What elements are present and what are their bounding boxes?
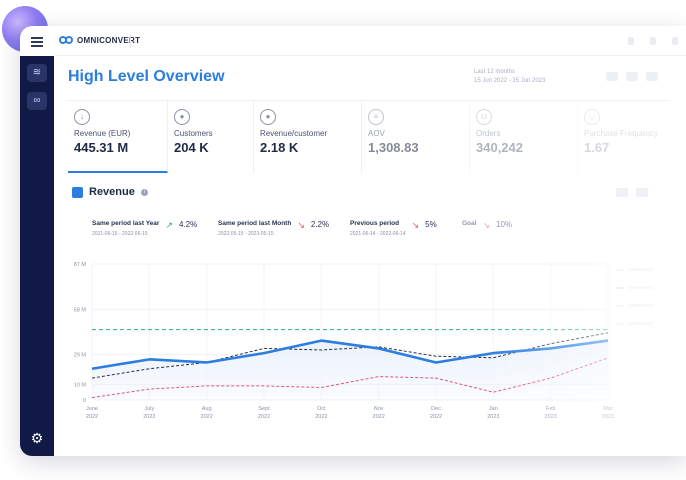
- kpi-revenue[interactable]: ↓ Revenue (EUR) 445.31 M: [68, 101, 168, 173]
- kpi-label: Purchase Frequency: [584, 129, 658, 138]
- revenue-square-icon: [72, 186, 83, 198]
- revenue-chart: 0 10 M 29 M 58 M 87 M June 2022 July 2022 Aug 2022…: [74, 262, 654, 420]
- gear-icon[interactable]: ⚙: [30, 430, 44, 446]
- date-range-value: 15 Jun 2022 - 15 Jun 2023: [474, 78, 546, 84]
- y-tick-label: 10 M: [74, 382, 87, 388]
- comparison-dates: 2021-06-14 - 2022-06-14: [350, 231, 406, 237]
- cart-icon: ⊔: [584, 109, 600, 125]
- legend-entry: [628, 304, 654, 307]
- comparison-goal[interactable]: Goal ↘ 10%: [462, 220, 512, 231]
- app-window: ≋ ∞ ⚙ OMNICONVERT High Level Overview La…: [20, 26, 686, 456]
- kpi-label: Customers: [174, 129, 213, 138]
- coins-icon: ≡: [368, 109, 384, 125]
- page-title: High Level Overview: [68, 68, 225, 85]
- x-tick-label: June 2022: [86, 406, 98, 420]
- trend-down-icon: ↘: [482, 220, 490, 230]
- trend-down-icon: ↘: [411, 220, 420, 230]
- x-tick-label: Feb 2023: [545, 406, 557, 420]
- revenue-title: Revenue i: [72, 186, 148, 198]
- date-range-picker[interactable]: Last 12 months 15 Jun 2022 - 15 Jun 2023: [474, 68, 545, 86]
- comparison-value: 4.2%: [179, 220, 198, 229]
- x-tick-label: Nov 2022: [373, 406, 385, 420]
- comparison-value: 2.2%: [310, 220, 330, 229]
- brand-logo[interactable]: OMNICONVERT: [59, 34, 140, 46]
- x-tick-label: Jan 2023: [487, 406, 499, 420]
- kpi-customers[interactable]: ● Customers 204 K: [168, 101, 254, 173]
- kpi-value: 204 K: [174, 140, 209, 155]
- comparison-label: Same period last Year: [92, 220, 160, 227]
- help-icon[interactable]: [628, 37, 634, 45]
- info-icon[interactable]: i: [140, 188, 148, 196]
- kpi-label: AOV: [368, 129, 385, 138]
- comparison-label: Same period last Month: [218, 220, 292, 227]
- kpi-orders[interactable]: ⊔ Orders 340,242: [470, 101, 578, 173]
- segments-icon[interactable]: ∞: [27, 92, 47, 110]
- chart-type-icon[interactable]: [616, 188, 628, 197]
- legend-entry: [628, 286, 654, 289]
- kpi-label: Orders: [476, 129, 501, 138]
- trend-up-icon: ↗: [165, 220, 173, 230]
- date-range-label: Last 12 months: [474, 69, 516, 75]
- comparison-dates: 2021-06-15 - 2022-06-15: [92, 231, 148, 237]
- export-icon[interactable]: [626, 72, 638, 81]
- revenue-title-text: Revenue: [89, 186, 135, 198]
- logo-mark-icon: [59, 34, 73, 46]
- kpi-label: Revenue/customer: [260, 129, 328, 138]
- x-tick-label: July 2022: [143, 406, 155, 420]
- settings-icon[interactable]: [646, 72, 658, 81]
- revenue-card: Revenue i Same period last Year 2021-06-…: [68, 172, 668, 422]
- hamburger-icon[interactable]: [31, 37, 43, 47]
- x-tick-label: Dec 2022: [430, 406, 442, 420]
- series-line-comparison: [91, 332, 609, 379]
- top-bar: OMNICONVERT: [54, 26, 686, 56]
- rail-header: [20, 26, 54, 56]
- coins-icon: ↓: [74, 109, 90, 125]
- y-tick-label: 87 M: [74, 262, 87, 268]
- user-icon: ●: [260, 109, 276, 125]
- y-tick-label: 29 M: [74, 353, 87, 359]
- user-icon: ●: [174, 109, 190, 125]
- notification-icon[interactable]: [650, 37, 656, 45]
- legend-entry: [628, 268, 654, 271]
- series-line-previous: [91, 357, 609, 399]
- y-tick-label: 0: [83, 398, 86, 404]
- kpi-aov[interactable]: ≡ AOV 1,308.83: [362, 101, 470, 173]
- profile-icon[interactable]: [672, 37, 678, 45]
- kpi-row: ↓ Revenue (EUR) 445.31 M ● Customers 204…: [68, 100, 668, 173]
- cart-icon: ⊔: [476, 109, 492, 125]
- series-line-current: [91, 339, 609, 371]
- more-options-icon[interactable]: [636, 188, 648, 197]
- comparison-last-month[interactable]: Same period last Month 2022-05-15 - 2023…: [218, 220, 329, 237]
- kpi-revenue-per-customer[interactable]: ● Revenue/customer 2.18 K: [254, 101, 362, 173]
- comparison-label: Goal: [462, 220, 477, 227]
- kpi-purchase-frequency[interactable]: ⊔ Purchase Frequency 1.67: [578, 101, 668, 173]
- divider: [130, 34, 131, 48]
- legend-entry: [628, 322, 654, 325]
- kpi-label: Revenue (EUR): [74, 129, 131, 138]
- y-tick-label: 58 M: [74, 307, 87, 313]
- comparison-last-year[interactable]: Same period last Year 2021-06-15 - 2022-…: [92, 220, 197, 237]
- x-tick-label: Aug 2022: [201, 406, 213, 420]
- kpi-value: 1.67: [584, 140, 610, 155]
- calendar-icon[interactable]: [606, 72, 618, 81]
- comparison-dates: 2022-05-15 - 2023-05-15: [218, 231, 274, 237]
- trend-down-icon: ↘: [297, 220, 305, 230]
- kpi-value: 2.18 K: [260, 140, 299, 155]
- x-tick-label: Mar 2023: [602, 406, 614, 420]
- kpi-value: 340,242: [476, 140, 523, 155]
- kpi-value: 1,308.83: [368, 140, 419, 155]
- x-tick-label: Oct 2022: [315, 406, 327, 420]
- x-tick-label: Sept 2022: [258, 406, 270, 420]
- comparison-value: 10%: [496, 220, 513, 229]
- comparison-value: 5%: [425, 220, 437, 229]
- kpi-value: 445.31 M: [74, 140, 129, 155]
- brand-name: OMNICONVERT: [77, 35, 141, 45]
- comparison-label: Previous period: [350, 220, 400, 227]
- sidebar-rail: ≋ ∞ ⚙: [20, 26, 54, 456]
- comparison-previous-period[interactable]: Previous period 2021-06-14 - 2022-06-14 …: [350, 220, 437, 237]
- dashboard-icon[interactable]: ≋: [27, 64, 47, 82]
